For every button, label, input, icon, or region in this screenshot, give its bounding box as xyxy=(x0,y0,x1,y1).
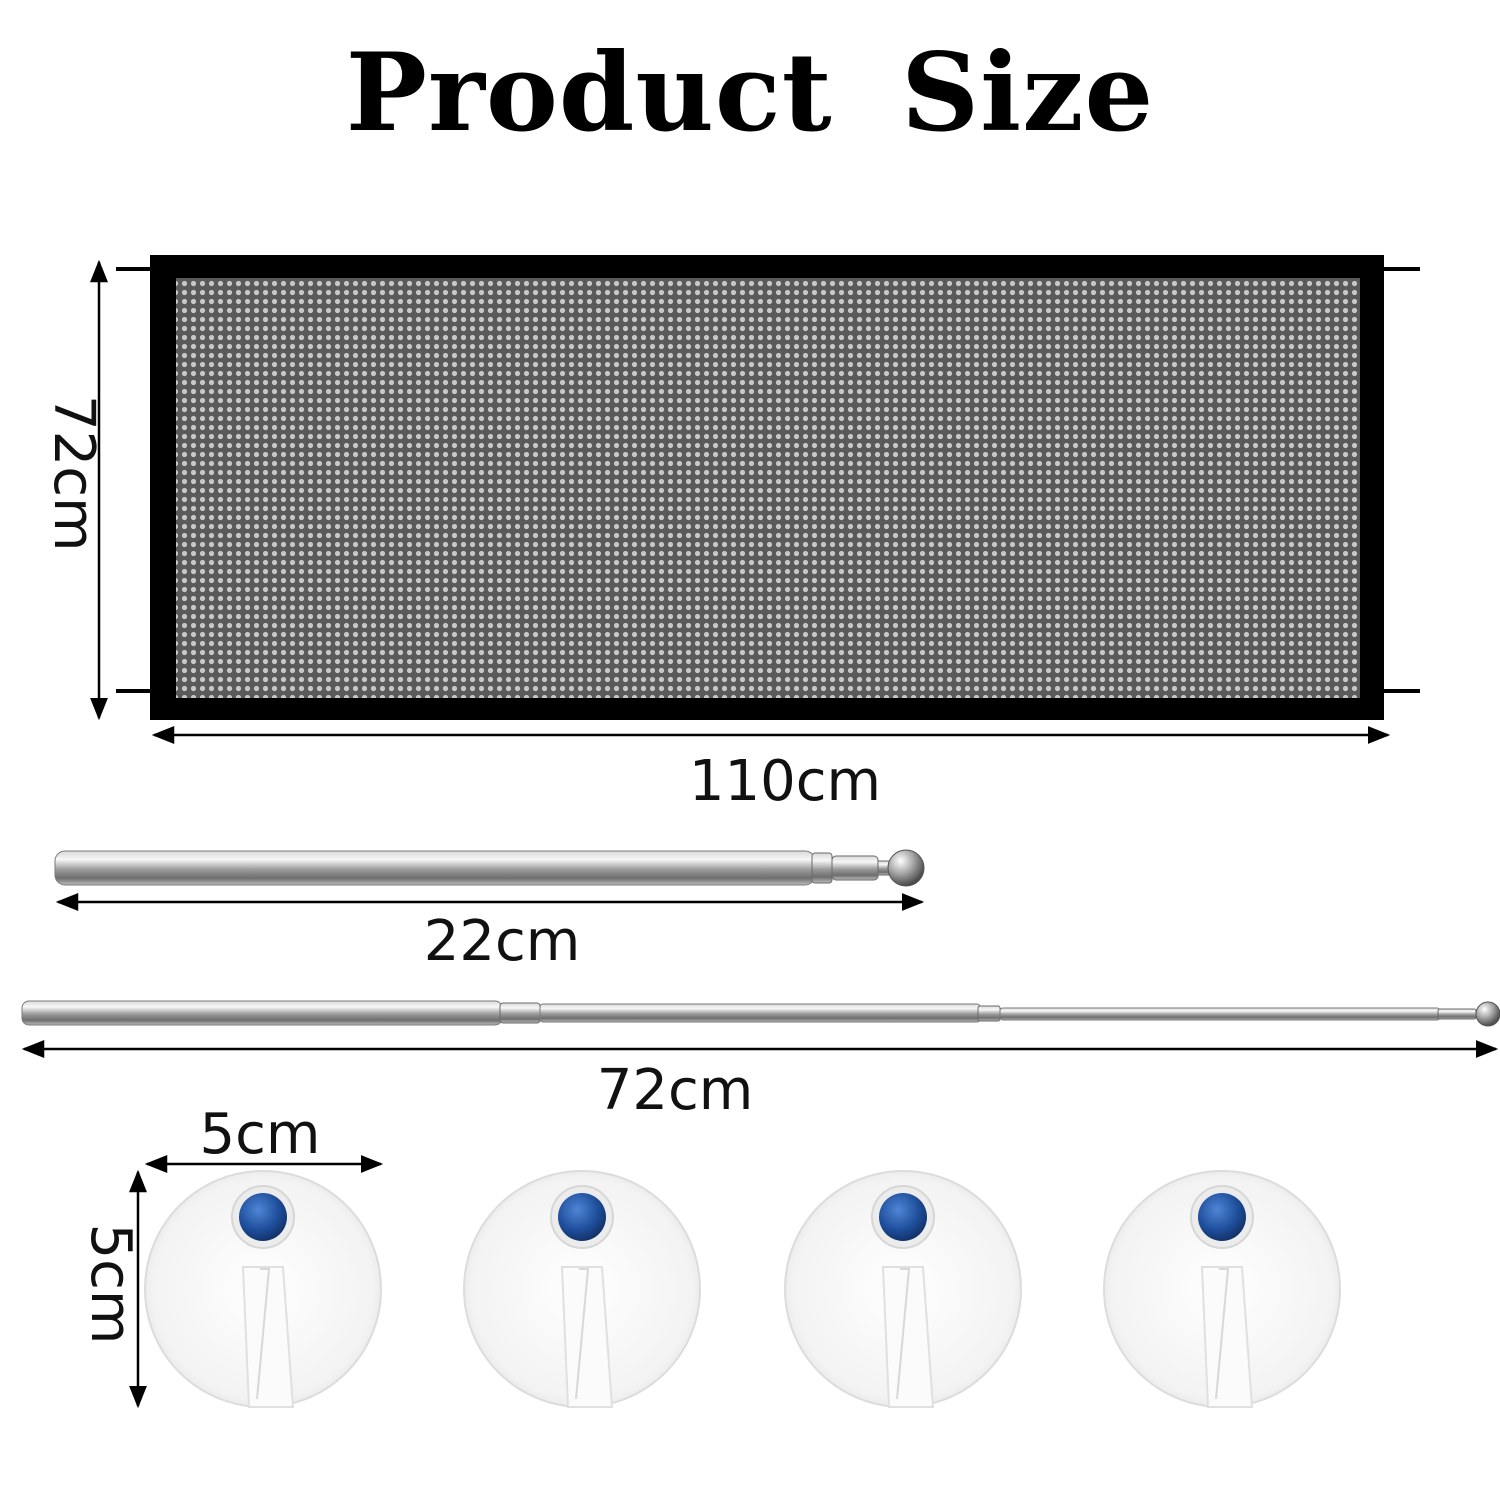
rod-ball-end xyxy=(887,849,925,887)
mesh-panel-net xyxy=(176,278,1360,698)
hook-button xyxy=(879,1193,927,1241)
adhesive-hook xyxy=(784,1170,1022,1408)
panel-width-label: 110cm xyxy=(688,749,882,814)
long-rod xyxy=(21,1000,1500,1027)
long-rod-length-label: 72cm xyxy=(596,1058,754,1123)
page-title: Product Size xyxy=(345,30,1155,156)
short-rod xyxy=(54,849,925,887)
hook-button xyxy=(1198,1193,1246,1241)
short-rod-length-label: 22cm xyxy=(423,909,581,974)
hook-height-label: 5cm xyxy=(78,1223,143,1345)
rod-ball-end xyxy=(1475,1001,1500,1027)
panel-height-label: 72cm xyxy=(41,395,106,552)
adhesive-hook xyxy=(1103,1170,1341,1408)
hook-button xyxy=(239,1193,287,1241)
hook-button xyxy=(558,1193,606,1241)
adhesive-hook xyxy=(144,1170,382,1408)
hook-width-label: 5cm xyxy=(199,1102,321,1167)
mesh-panel xyxy=(116,255,1420,720)
adhesive-hook xyxy=(463,1170,701,1408)
